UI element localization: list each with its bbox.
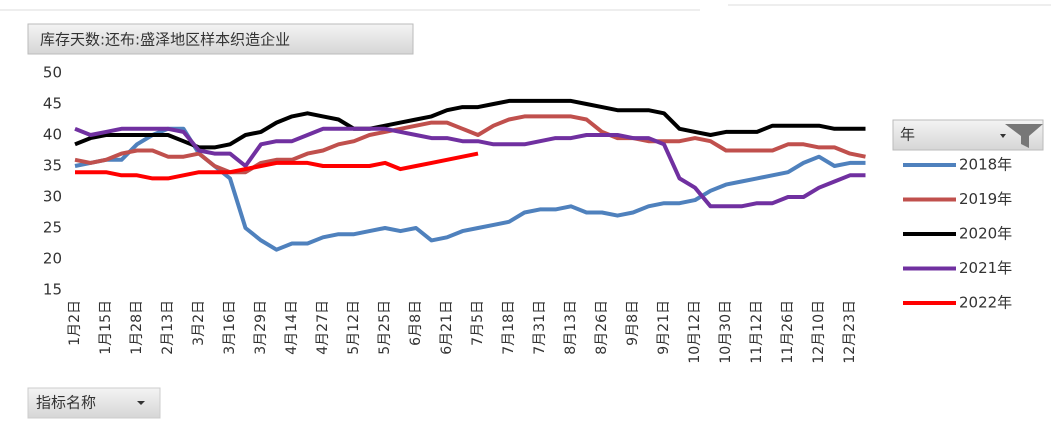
x-tick-label: 6月8日 xyxy=(408,300,424,346)
x-tick-label: 4月14日 xyxy=(284,300,300,355)
x-tick-label: 6月21日 xyxy=(439,300,455,355)
filter-button-label: 指标名称 xyxy=(36,394,96,412)
y-tick-label: 25 xyxy=(43,219,62,237)
x-tick-label: 8月26日 xyxy=(594,300,610,355)
x-tick-label: 3月16日 xyxy=(222,300,238,355)
series-line xyxy=(74,98,866,150)
legend-title: 年 xyxy=(900,126,915,144)
x-tick-label: 8月13日 xyxy=(563,300,579,355)
x-tick-label: 10月30日 xyxy=(718,300,734,364)
y-tick-label: 30 xyxy=(43,188,62,206)
y-tick-label: 20 xyxy=(43,250,62,268)
series-line xyxy=(74,114,866,175)
y-tick-label: 50 xyxy=(43,64,62,82)
filter-button[interactable] xyxy=(27,387,161,419)
x-tick-label: 1月2日 xyxy=(67,300,83,346)
y-tick-label: 40 xyxy=(43,126,62,144)
legend-label: 2020年 xyxy=(959,225,1012,243)
x-tick-label: 1月28日 xyxy=(129,300,145,355)
x-tick-label: 3月2日 xyxy=(191,300,207,346)
x-tick-label: 11月12日 xyxy=(749,300,765,364)
title-box xyxy=(27,23,414,55)
x-tick-label: 7月18日 xyxy=(501,300,517,355)
y-tick-label: 15 xyxy=(43,281,62,299)
x-tick-label: 7月5日 xyxy=(470,300,486,346)
x-tick-label: 5月25日 xyxy=(377,300,393,355)
legend-label: 2019年 xyxy=(959,190,1012,208)
x-tick-label: 10月12日 xyxy=(687,300,703,364)
x-tick-label: 9月8日 xyxy=(625,300,641,346)
filter-icon[interactable] xyxy=(1005,124,1043,148)
x-tick-label: 7月31日 xyxy=(532,300,548,355)
x-tick-label: 11月26日 xyxy=(780,300,796,364)
series-line xyxy=(75,151,479,181)
x-tick-label: 3月29日 xyxy=(253,300,269,355)
legend-label: 2021年 xyxy=(959,259,1012,277)
x-tick-label: 12月23日 xyxy=(842,300,858,364)
legend-label: 2018年 xyxy=(959,156,1012,174)
chart-title: 库存天数:还布:盛泽地区样本织造企业 xyxy=(40,31,290,49)
x-tick-label: 12月10日 xyxy=(811,300,827,364)
dropdown-arrow[interactable] xyxy=(137,401,145,405)
dropdown-arrow[interactable] xyxy=(1000,134,1006,138)
y-tick-label: 45 xyxy=(43,95,62,113)
legend-label: 2022年 xyxy=(959,294,1012,312)
series-line xyxy=(74,126,866,209)
y-tick-label: 35 xyxy=(43,157,62,175)
x-tick-label: 5月12日 xyxy=(346,300,362,355)
x-tick-label: 2月13日 xyxy=(160,300,176,355)
x-tick-label: 1月15日 xyxy=(98,300,114,355)
x-tick-label: 4月27日 xyxy=(315,300,331,355)
x-tick-label: 9月21日 xyxy=(656,300,672,355)
